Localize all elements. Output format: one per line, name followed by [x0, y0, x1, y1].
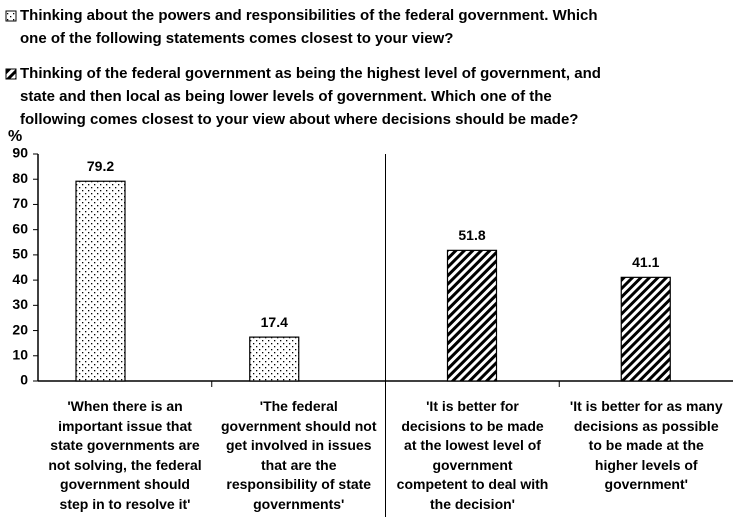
bar: [620, 276, 671, 382]
value-label: 51.8: [458, 227, 485, 243]
legend-swatch: [5, 10, 17, 22]
bar: [446, 249, 498, 382]
legend-label: Thinking about the powers and responsibi…: [20, 7, 598, 47]
legend-swatch: [5, 68, 17, 80]
y-tick-label: 70: [12, 195, 28, 211]
y-tick-label: 80: [12, 170, 28, 186]
y-tick-label: 90: [12, 145, 28, 161]
value-label: 79.2: [87, 158, 114, 174]
bar: [249, 336, 300, 382]
y-tick-label: 40: [12, 271, 28, 287]
y-tick-label: 0: [20, 372, 28, 388]
y-tick-label: 50: [12, 246, 28, 262]
x-tick-label: 'When there is an important issue that s…: [48, 398, 202, 512]
legend-label: Thinking of the federal government as be…: [20, 65, 601, 128]
x-tick-label: 'It is better for as many decisions as p…: [569, 398, 723, 492]
y-tick-label: 30: [12, 296, 28, 312]
value-label: 41.1: [632, 254, 659, 270]
y-tick-label: 20: [12, 321, 28, 337]
bar: [75, 180, 126, 382]
y-axis-label: %: [8, 128, 22, 145]
x-tick-label: 'It is better for decisions to be made a…: [396, 398, 549, 512]
y-tick-label: 60: [12, 220, 28, 236]
x-tick-label: 'The federal government should not get i…: [220, 398, 377, 512]
value-label: 17.4: [261, 314, 288, 330]
y-tick-label: 10: [12, 346, 28, 362]
